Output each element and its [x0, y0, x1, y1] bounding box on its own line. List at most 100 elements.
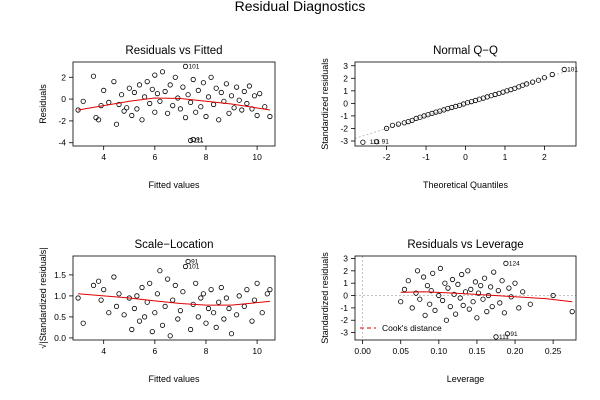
normal-qq-x-tick-label: 1 [503, 152, 508, 162]
residuals-vs-fitted-x-tick-label: 6 [152, 152, 157, 162]
scale-location-point [129, 326, 135, 333]
residuals-vs-fitted-point [205, 94, 212, 100]
scale-location-point [159, 322, 166, 328]
residuals-vs-fitted-point [159, 69, 166, 75]
normal-qq-y-tick-label: 0 [343, 98, 348, 108]
normal-qq-plot-area [355, 66, 576, 145]
normal-qq-title: Normal Q−Q [433, 45, 498, 57]
residuals-vs-leverage-point [569, 308, 575, 315]
scale-location-title: Scale−Location [135, 239, 214, 251]
scale-location-point [170, 297, 176, 303]
residuals-vs-leverage-y-tick-label: 2 [343, 266, 348, 276]
residuals-vs-leverage-x-tick-label: 0.15 [469, 346, 486, 356]
residuals-vs-fitted-point [154, 91, 160, 97]
normal-qq-point [549, 71, 555, 78]
residuals-vs-fitted-point [239, 107, 245, 113]
residuals-vs-leverage-point [468, 286, 474, 292]
residuals-vs-leverage-frame [354, 255, 577, 341]
scale-location-point [152, 310, 158, 316]
residuals-vs-leverage-point [491, 269, 497, 275]
scale-location-point [223, 295, 229, 301]
residuals-vs-leverage-point-label: 111 [499, 334, 509, 341]
residuals-vs-fitted-point [136, 82, 143, 88]
residuals-vs-leverage-point-label: 124 [509, 260, 520, 267]
residuals-vs-leverage-point [499, 278, 505, 284]
residuals-vs-fitted-point [251, 93, 258, 99]
normal-qq-point [389, 122, 396, 128]
residuals-vs-leverage-point [420, 274, 427, 280]
residuals-vs-leverage-point [413, 290, 419, 296]
scale-location-point [185, 258, 191, 265]
residuals-vs-leverage-point [445, 285, 451, 291]
residuals-vs-fitted-point [254, 112, 260, 119]
residuals-vs-leverage-x-tick-label: 0.00 [354, 346, 371, 356]
residuals-vs-fitted-point [121, 108, 127, 114]
residuals-vs-fitted-point [177, 106, 183, 112]
residuals-vs-fitted-point [213, 85, 219, 91]
scale-location-point [200, 291, 206, 297]
residuals-vs-leverage-point [457, 295, 463, 301]
scale-location-y-tick-label: 1.0 [54, 291, 66, 301]
residuals-vs-fitted-point [203, 113, 209, 120]
normal-qq-reference-line [355, 67, 576, 139]
residuals-vs-fitted-point [131, 89, 137, 96]
normal-qq-x-tick-label: 0 [463, 152, 468, 162]
residuals-vs-fitted-point [167, 82, 173, 88]
residuals-vs-leverage-x-axis-label: Leverage [447, 374, 485, 384]
residuals-vs-fitted-point [193, 109, 199, 115]
residuals-vs-fitted-x-tick-label: 8 [204, 152, 209, 162]
scale-location-plot-area [75, 258, 273, 339]
normal-qq-y-tick-label: -1 [340, 111, 348, 121]
residuals-vs-fitted-plot-area [75, 63, 273, 144]
residuals-vs-leverage-x-tick-label: 0.20 [507, 346, 524, 356]
normal-qq-point [529, 79, 536, 85]
scale-location-point [221, 316, 227, 322]
residuals-vs-fitted-point [96, 117, 102, 123]
residuals-vs-fitted-x-tick-label: 4 [101, 152, 106, 162]
scale-location-frame [72, 255, 276, 341]
residuals-vs-leverage-y-axis-label: Standardized residuals [320, 252, 330, 344]
scale-location-y-tick-label: 0.5 [54, 312, 66, 322]
residuals-vs-fitted-point [228, 93, 235, 99]
normal-qq-point [360, 139, 366, 145]
residuals-vs-fitted-point [241, 88, 247, 95]
residuals-vs-leverage-point [506, 285, 512, 291]
scale-location-point [90, 282, 97, 288]
residuals-vs-leverage-point [409, 305, 415, 311]
residuals-vs-fitted-point [234, 84, 240, 90]
normal-qq-x-tick-label: -2 [383, 152, 391, 162]
residuals-vs-fitted-point [116, 101, 122, 108]
residuals-vs-fitted-point [185, 92, 191, 98]
residuals-vs-fitted-point [195, 87, 201, 94]
residuals-vs-fitted-point [80, 98, 86, 104]
normal-qq-point [395, 121, 401, 127]
residuals-vs-fitted-point-label: 101 [189, 63, 200, 70]
scale-location-y-axis-label: √|Standardized residuals| [38, 247, 48, 348]
scale-location-x-tick-label: 6 [152, 346, 157, 356]
residuals-vs-fitted-point [126, 85, 132, 91]
residuals-vs-fitted-point [208, 74, 214, 80]
scale-location-point [216, 299, 222, 305]
residuals-vs-fitted-point [90, 73, 97, 79]
scale-location-point [244, 286, 250, 293]
residuals-vs-leverage-point [442, 280, 448, 286]
scale-location-point [208, 286, 214, 293]
scale-location-x-tick-label: 10 [252, 346, 262, 356]
residuals-vs-fitted-point [172, 74, 178, 80]
residuals-vs-fitted-x-axis-label: Fitted values [148, 180, 200, 190]
residuals-vs-fitted-point [198, 104, 204, 110]
residuals-vs-fitted-y-axis-label: Residuals [38, 84, 48, 124]
scale-location-x-tick-label: 4 [101, 346, 106, 356]
residuals-vs-leverage-point [478, 282, 484, 289]
residuals-vs-leverage-point [432, 307, 438, 313]
residuals-vs-fitted-point [190, 136, 196, 143]
residuals-vs-fitted-point [182, 115, 189, 121]
residuals-vs-leverage-y-tick-label: -2 [340, 315, 348, 325]
residuals-vs-leverage-point [401, 286, 408, 292]
residuals-vs-leverage-point [417, 296, 423, 302]
residuals-vs-leverage-point [470, 299, 476, 305]
normal-qq-point-label: 91 [382, 139, 390, 146]
residuals-vs-fitted-point [170, 103, 176, 109]
scale-location-point [205, 305, 212, 312]
